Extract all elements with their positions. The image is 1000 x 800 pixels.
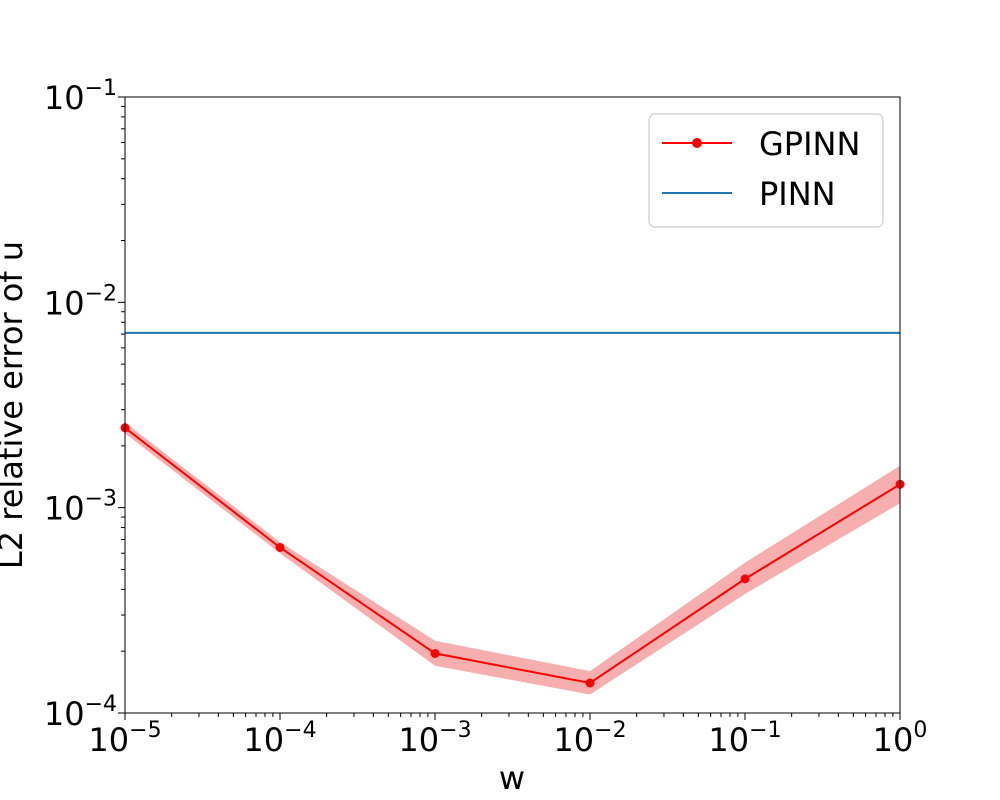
x-tick-label: 10−4 <box>243 718 316 759</box>
y-tick-label: 10−4 <box>44 692 117 733</box>
x-tick-label: 10−1 <box>708 718 781 759</box>
data-point-gpinn <box>740 574 750 584</box>
x-tick-label: 10−3 <box>398 718 471 759</box>
data-point-gpinn <box>275 542 285 552</box>
axes-frame <box>124 96 901 714</box>
legend: GPINN PINN <box>648 113 884 228</box>
legend-label-gpinn: GPINN <box>759 125 860 163</box>
y-tick-label: 10−1 <box>44 76 117 117</box>
series-line-gpinn <box>124 427 901 685</box>
x-axis-label: w <box>499 759 525 797</box>
data-point-gpinn <box>430 648 440 658</box>
x-tick-label: 100 <box>873 718 928 759</box>
confidence-band-gpinn <box>125 422 900 695</box>
x-tick-label: 10−2 <box>553 718 626 759</box>
y-axis-label: L2 relative error of u <box>0 241 30 569</box>
y-tick-label: 10−3 <box>44 487 117 528</box>
plot-area <box>120 331 905 695</box>
legend-label-pinn: PINN <box>759 175 836 213</box>
legend-marker-gpinn <box>692 138 702 148</box>
data-point-gpinn <box>585 678 595 688</box>
x-tick-label: 10−5 <box>88 718 161 759</box>
y-tick-label: 10−2 <box>44 281 117 322</box>
